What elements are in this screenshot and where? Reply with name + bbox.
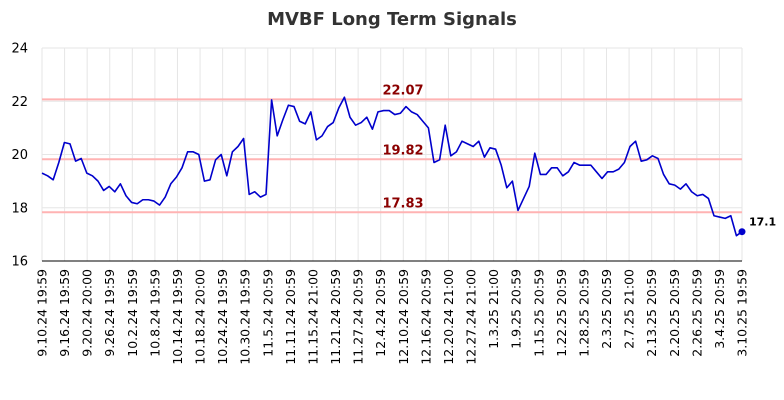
chart-title: MVBF Long Term Signals	[267, 9, 517, 30]
x-tick-label: 11.27.24 20:59	[351, 269, 366, 365]
x-tick-label: 11.15.24 21:00	[305, 269, 320, 365]
last-point-marker	[738, 228, 746, 236]
signal-level-label: 19.82	[382, 143, 423, 158]
y-tick-label: 18	[11, 201, 28, 216]
signal-level-label: 22.07	[382, 83, 423, 98]
x-tick-label: 1.3.25 21:00	[486, 269, 501, 349]
y-tick-label: 20	[11, 148, 28, 163]
x-tick-label: 3.4.25 20:59	[712, 269, 727, 349]
x-tick-label: 12.10.24 20:59	[396, 269, 411, 365]
x-tick-label: 9.10.24 19:59	[35, 269, 50, 357]
axes: 16 18 20 22 24 9.10.24 19:59 9.16.24 19:59 9.20…	[11, 42, 749, 365]
x-tick-label: 12.16.24 20:59	[418, 269, 433, 365]
x-tick-label: 12.4.24 20:59	[373, 269, 388, 357]
last-value-label: 17.1	[749, 216, 776, 229]
x-tick-label: 10.8.24 19:59	[147, 269, 162, 357]
x-tick-label: 10.2.24 19:59	[125, 269, 140, 357]
x-tick-label: 11.11.24 20:59	[283, 269, 298, 365]
x-tick-label: 10.18.24 20:00	[193, 269, 208, 365]
grid	[41, 47, 743, 262]
x-tick-label: 10.14.24 19:59	[170, 269, 185, 365]
x-tick-label: 2.13.25 20:59	[644, 269, 659, 357]
x-tick-label: 1.15.25 20:59	[531, 269, 546, 357]
x-tick-label: 2.3.25 20:59	[599, 269, 614, 349]
x-tick-label: 10.30.24 19:59	[238, 269, 253, 365]
labels: 22.07 19.82 17.83 17.1	[382, 83, 776, 228]
x-tick-label: 2.20.25 20:59	[667, 269, 682, 357]
x-tick-label: 10.24.24 19:59	[215, 269, 230, 365]
y-tick-label: 16	[11, 255, 28, 270]
price-series-line	[41, 96, 743, 237]
y-tick-label: 24	[11, 42, 28, 57]
x-tick-label: 3.10.25 19:59	[735, 269, 750, 357]
y-tick-label: 22	[11, 95, 28, 110]
x-tick-label: 12.27.24 21:00	[464, 269, 479, 365]
x-tick-label: 2.7.25 21:00	[622, 269, 637, 349]
x-tick-label: 1.28.25 20:59	[576, 269, 591, 357]
series	[41, 96, 746, 237]
x-tick-label: 11.5.24 20:59	[260, 269, 275, 357]
x-tick-label: 9.16.24 19:59	[57, 269, 72, 357]
x-tick-label: 9.20.24 20:00	[80, 269, 95, 357]
x-tick-label: 11.21.24 20:59	[328, 269, 343, 365]
x-tick-label: 1.9.25 20:59	[509, 269, 524, 349]
x-tick-label: 9.26.24 19:59	[102, 269, 117, 357]
signal-level-label: 17.83	[382, 196, 423, 211]
x-tick-label: 1.22.25 20:59	[554, 269, 569, 357]
x-tick-label: 2.26.25 20:59	[689, 269, 704, 357]
x-tick-label: 12.20.24 21:00	[441, 269, 456, 365]
